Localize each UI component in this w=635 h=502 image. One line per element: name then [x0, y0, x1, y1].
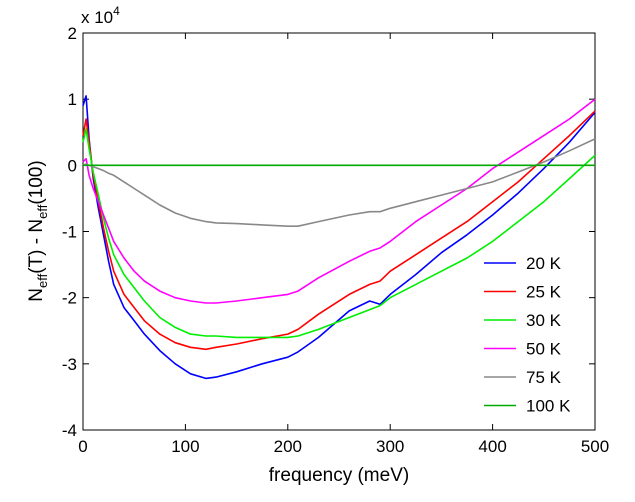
legend-label: 50 K: [526, 340, 562, 359]
y-tick-label: -3: [62, 355, 77, 374]
x-tick-label: 100: [171, 437, 199, 456]
y-label-n1: N: [26, 288, 47, 302]
y-tick-label: -2: [62, 289, 77, 308]
series-line-30k: [82, 128, 596, 339]
y-tick-label: -4: [62, 421, 77, 440]
y-tick-label: 0: [68, 156, 77, 175]
y-tick-label: -1: [62, 223, 77, 242]
x-tick-label: 300: [376, 437, 404, 456]
x-tick-label: 0: [78, 437, 87, 456]
series-line-25k: [82, 110, 596, 351]
y-label-sub2: eff: [35, 204, 50, 219]
plot-area: [82, 32, 596, 431]
y-label-end: (100): [26, 160, 47, 204]
y-scale-label: x 104: [81, 4, 120, 27]
y-label-middle: (T) - N: [26, 219, 47, 274]
legend-label: 30 K: [526, 311, 562, 330]
series-line-75k: [82, 138, 596, 227]
x-axis-label: frequency (meV): [269, 465, 409, 486]
y-scale-exponent: 4: [113, 4, 120, 18]
series-line-20k: [82, 95, 596, 380]
y-scale-base: x 10: [81, 8, 113, 27]
legend-label: 75 K: [526, 368, 562, 387]
ticks-layer: 0 100 200 300 400 500 -4 -3 -2 -1 0 1 2: [62, 24, 609, 456]
series-layer: [82, 95, 596, 380]
legend-label: 100 K: [526, 397, 571, 416]
series-line-50k: [82, 98, 596, 304]
y-tick-label: 1: [68, 90, 77, 109]
legend-label: 25 K: [526, 283, 562, 302]
legend-label: 20 K: [526, 254, 562, 273]
legend: 20 K 25 K 30 K 50 K 75 K 100 K: [484, 254, 571, 416]
x-tick-label: 500: [581, 437, 609, 456]
y-label-sub1: eff: [35, 273, 50, 288]
x-tick-label: 200: [274, 437, 302, 456]
y-tick-label: 2: [68, 24, 77, 43]
x-tick-label: 400: [478, 437, 506, 456]
y-axis-label: Neff(T) - Neff(100): [26, 160, 50, 301]
